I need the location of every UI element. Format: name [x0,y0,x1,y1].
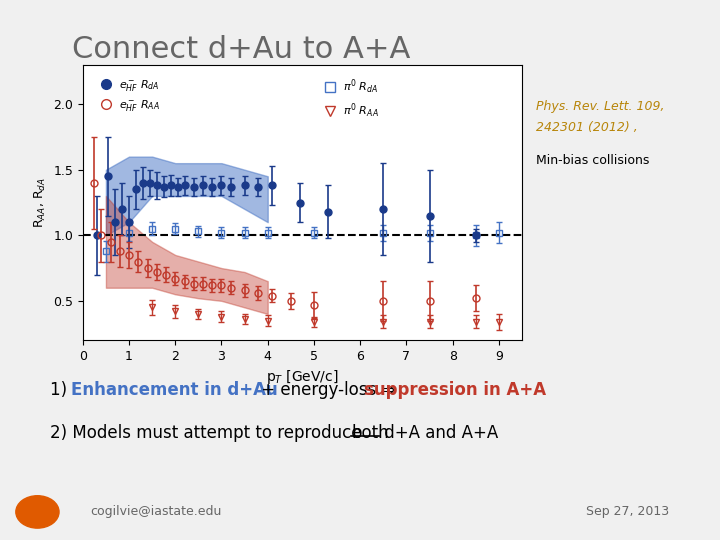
Text: 11: 11 [27,504,48,519]
Text: 2) Models must attempt to reproduce: 2) Models must attempt to reproduce [50,424,367,442]
Text: both: both [351,424,389,442]
Text: suppression in A+A: suppression in A+A [364,381,546,399]
Text: Sep 27, 2013: Sep 27, 2013 [587,505,670,518]
Text: 1): 1) [50,381,73,399]
Text: Min-bias collisions: Min-bias collisions [536,154,649,167]
Text: Enhancement in d+Au: Enhancement in d+Au [71,381,277,399]
X-axis label: p$_{T}$ [GeV/c]: p$_{T}$ [GeV/c] [266,368,338,387]
Text: cogilvie@iastate.edu: cogilvie@iastate.edu [90,505,221,518]
Text: Phys. Rev. Lett. 109,: Phys. Rev. Lett. 109, [536,100,665,113]
Text: + energy-loss ⇒: + energy-loss ⇒ [256,381,400,399]
Text: Connect d+Au to A+A: Connect d+Au to A+A [72,35,410,64]
Text: 242301 (2012) ,: 242301 (2012) , [536,122,638,134]
Text: d+A and A+A: d+A and A+A [379,424,499,442]
Legend: $\pi^0$ $R_{dA}$, $\pi^0$ $R_{AA}$: $\pi^0$ $R_{dA}$, $\pi^0$ $R_{AA}$ [317,73,384,124]
Y-axis label: R$_{AA}$, R$_{dA}$: R$_{AA}$, R$_{dA}$ [32,177,48,228]
